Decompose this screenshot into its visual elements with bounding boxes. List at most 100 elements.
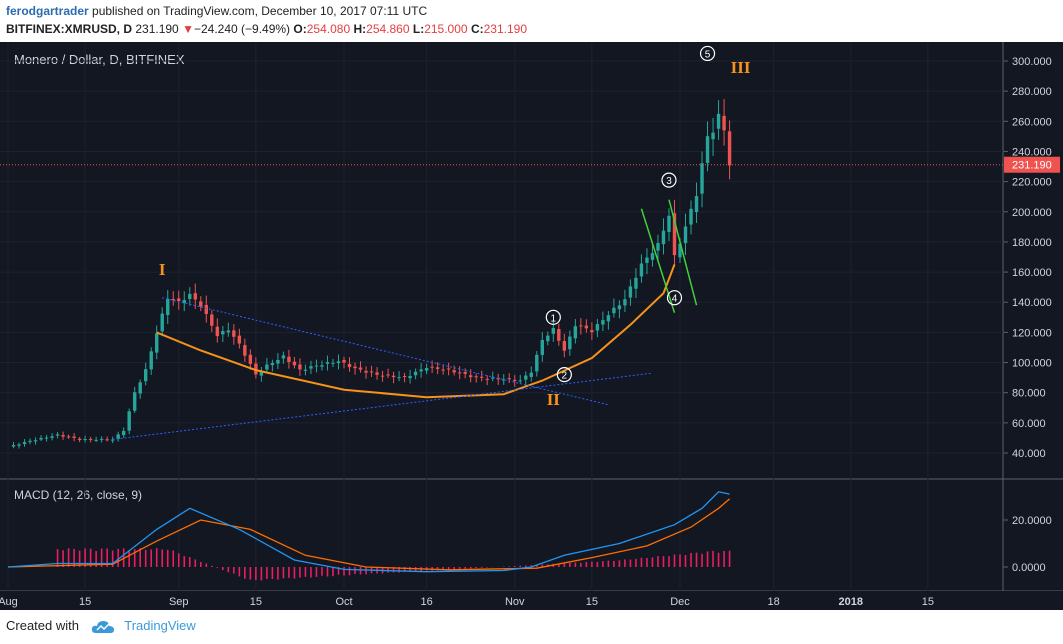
candle-body — [353, 366, 357, 369]
candle-body — [584, 325, 589, 329]
candle-body — [694, 196, 699, 213]
candle-body — [606, 315, 611, 322]
author-link[interactable]: ferodgartrader — [6, 4, 89, 18]
candle-body — [375, 372, 379, 375]
candle-body — [347, 363, 352, 368]
candle-body — [22, 442, 27, 445]
candle-body — [546, 335, 550, 342]
candle-body — [303, 369, 308, 371]
candle-body — [39, 437, 43, 440]
high-label: H: — [353, 22, 367, 36]
chart-canvas[interactable]: Monero / Dollar, D, BITFINEX MACD (12, 2… — [0, 42, 1063, 610]
candle-body — [623, 299, 627, 306]
candle-body — [727, 131, 732, 166]
created-with-label: Created with — [6, 618, 79, 633]
macd-signal-line — [7, 498, 731, 571]
candle-body — [320, 365, 324, 367]
last-price-tag — [1004, 156, 1060, 173]
candle-body — [215, 326, 220, 337]
x-tick-label: 15 — [250, 596, 262, 608]
candle-body — [457, 372, 462, 374]
candle-body — [485, 378, 489, 380]
y-tick-label: 180.000 — [1012, 237, 1052, 249]
main-chart-title: Monero / Dollar, D, BITFINEX — [14, 52, 185, 67]
x-tick-label: 15 — [586, 596, 598, 608]
tradingview-link[interactable]: TradingView — [124, 618, 196, 633]
candle-body — [155, 333, 159, 353]
candle-body — [463, 372, 467, 374]
candle-body — [491, 377, 495, 379]
candle-body — [99, 438, 104, 440]
candle-body — [391, 375, 396, 378]
x-tick-label: 15 — [922, 596, 934, 608]
y-tick-label: 300.000 — [1012, 56, 1052, 68]
wave-number-3: 3 — [666, 176, 672, 187]
y-tick-label: 220.000 — [1012, 177, 1052, 189]
symbol-line: BITFINEX:XMRUSD, D 231.190 ▼−24.240 (−9.… — [6, 22, 527, 36]
open-label: O: — [293, 22, 307, 36]
candle-body — [358, 367, 363, 370]
candle-body — [17, 444, 21, 446]
moving-average-line — [156, 264, 676, 399]
candle-body — [210, 314, 214, 326]
candle-body — [177, 298, 181, 301]
candle-body — [413, 371, 418, 376]
down-arrow-icon: ▼ — [182, 22, 194, 36]
candle-body — [226, 330, 231, 333]
x-tick-label: Sep — [169, 596, 189, 608]
last-price: 231.190 — [135, 22, 179, 36]
candle-body — [281, 355, 286, 359]
candle-body — [116, 434, 120, 439]
macd-title: MACD (12, 26, close, 9) — [14, 488, 142, 502]
candle-body — [474, 376, 478, 378]
candle-body — [254, 363, 258, 375]
wave-number-1: 1 — [551, 313, 557, 324]
candle-body — [364, 370, 368, 373]
candle-body — [259, 370, 264, 376]
wave-label-ii: II — [547, 390, 561, 409]
candle-body — [50, 436, 54, 438]
candle-body — [265, 364, 269, 370]
publish-line: ferodgartrader published on TradingView.… — [6, 4, 427, 18]
y-tick-label: 260.000 — [1012, 116, 1052, 128]
candle-body — [650, 253, 655, 260]
x-tick-label: 15 — [79, 596, 91, 608]
candle-body — [149, 351, 153, 370]
candle-body — [309, 366, 313, 369]
x-tick-label: 16 — [420, 596, 432, 608]
y-tick-label: 80.000 — [1012, 388, 1046, 400]
candle-body — [529, 372, 533, 377]
price-change: −24.240 (−9.49%) — [193, 22, 291, 36]
candle-body — [292, 361, 297, 366]
candle-body — [645, 257, 649, 263]
candle-body — [628, 286, 633, 298]
x-tick-label: Oct — [335, 596, 352, 608]
candle-body — [28, 440, 32, 442]
candle-body — [551, 327, 556, 334]
candle-body — [44, 437, 49, 439]
candle-body — [502, 379, 506, 381]
candle-body — [121, 430, 126, 436]
high-value: 254.860 — [366, 22, 410, 36]
candle-body — [248, 354, 253, 364]
x-tick-label: 18 — [768, 596, 780, 608]
candle-body — [579, 325, 583, 327]
candle-body — [513, 379, 517, 382]
candle-body — [110, 439, 115, 441]
macd-tick-label: 0.0000 — [1012, 562, 1046, 574]
candle-body — [193, 293, 197, 300]
support-trendline — [112, 372, 653, 440]
candle-body — [143, 369, 148, 382]
wave-circle-3 — [661, 172, 677, 188]
candle-body — [430, 366, 434, 368]
candle-body — [419, 369, 423, 372]
candle-body — [424, 368, 429, 371]
wave-number-2: 2 — [562, 371, 568, 382]
candle-body — [77, 438, 82, 440]
macd-line — [7, 491, 730, 573]
chart-background — [0, 42, 1003, 591]
candle-body — [61, 434, 65, 437]
y-tick-label: 140.000 — [1012, 297, 1052, 309]
y-tick-label: 60.000 — [1012, 418, 1046, 430]
candle-body — [237, 335, 242, 344]
